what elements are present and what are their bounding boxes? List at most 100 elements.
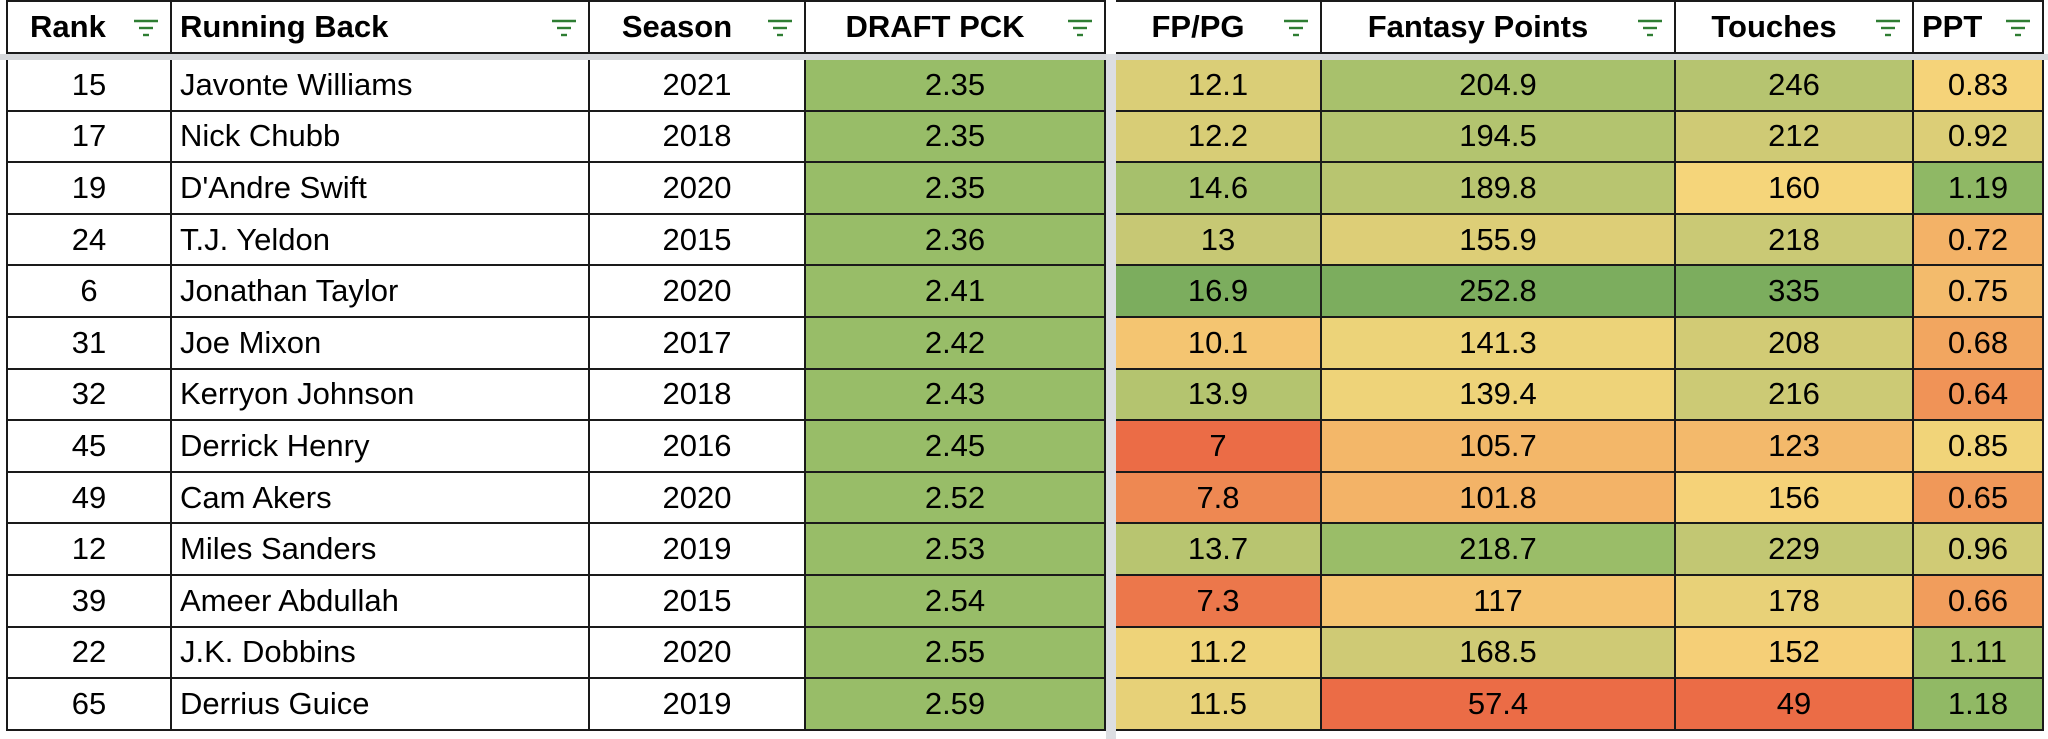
cell-running-back[interactable]: Kerryon Johnson <box>172 369 590 422</box>
cell-ppt[interactable]: 1.11 <box>1914 627 2044 680</box>
filter-icon[interactable] <box>766 18 794 38</box>
filter-icon[interactable] <box>1874 18 1902 38</box>
cell-touches[interactable]: 216 <box>1676 369 1914 422</box>
cell-rank[interactable]: 24 <box>6 214 172 267</box>
cell-rank[interactable]: 32 <box>6 369 172 422</box>
cell-fantasy-points[interactable]: 194.5 <box>1322 111 1676 164</box>
cell-running-back[interactable]: J.K. Dobbins <box>172 627 590 680</box>
cell-fantasy-points[interactable]: 139.4 <box>1322 369 1676 422</box>
cell-running-back[interactable]: Jonathan Taylor <box>172 266 590 318</box>
cell-touches[interactable]: 218 <box>1676 214 1914 267</box>
cell-draft-pck[interactable]: 2.35 <box>806 111 1106 164</box>
cell-touches[interactable]: 156 <box>1676 472 1914 525</box>
cell-touches[interactable]: 246 <box>1676 60 1914 112</box>
cell-rank[interactable]: 45 <box>6 421 172 473</box>
cell-touches[interactable]: 160 <box>1676 163 1914 215</box>
cell-draft-pck[interactable]: 2.45 <box>806 421 1106 473</box>
cell-season[interactable]: 2020 <box>590 266 806 318</box>
filter-icon[interactable] <box>1282 18 1310 38</box>
cell-season[interactable]: 2015 <box>590 214 806 267</box>
cell-fantasy-points[interactable]: 57.4 <box>1322 679 1676 731</box>
cell-season[interactable]: 2018 <box>590 111 806 164</box>
cell-ppt[interactable]: 0.65 <box>1914 472 2044 525</box>
cell-ppt[interactable]: 0.68 <box>1914 318 2044 370</box>
cell-season[interactable]: 2020 <box>590 472 806 525</box>
cell-touches[interactable]: 212 <box>1676 111 1914 164</box>
cell-season[interactable]: 2017 <box>590 318 806 370</box>
cell-ppt[interactable]: 0.83 <box>1914 60 2044 112</box>
cell-fantasy-points[interactable]: 117 <box>1322 576 1676 628</box>
cell-fppg[interactable]: 16.9 <box>1116 266 1322 318</box>
cell-draft-pck[interactable]: 2.35 <box>806 163 1106 215</box>
cell-season[interactable]: 2015 <box>590 576 806 628</box>
cell-draft-pck[interactable]: 2.35 <box>806 60 1106 112</box>
cell-draft-pck[interactable]: 2.43 <box>806 369 1106 422</box>
cell-running-back[interactable]: Ameer Abdullah <box>172 576 590 628</box>
cell-running-back[interactable]: Javonte Williams <box>172 60 590 112</box>
cell-fppg[interactable]: 12.2 <box>1116 111 1322 164</box>
filter-icon[interactable] <box>2004 18 2032 38</box>
cell-touches[interactable]: 229 <box>1676 524 1914 576</box>
cell-season[interactable]: 2018 <box>590 369 806 422</box>
cell-fantasy-points[interactable]: 101.8 <box>1322 472 1676 525</box>
cell-fantasy-points[interactable]: 204.9 <box>1322 60 1676 112</box>
cell-touches[interactable]: 208 <box>1676 318 1914 370</box>
column-header-ppt[interactable]: PPT <box>1914 0 2044 54</box>
cell-fppg[interactable]: 13.7 <box>1116 524 1322 576</box>
cell-fppg[interactable]: 11.2 <box>1116 627 1322 680</box>
cell-touches[interactable]: 123 <box>1676 421 1914 473</box>
cell-season[interactable]: 2019 <box>590 679 806 731</box>
cell-ppt[interactable]: 0.96 <box>1914 524 2044 576</box>
cell-draft-pck[interactable]: 2.42 <box>806 318 1106 370</box>
cell-fppg[interactable]: 13.9 <box>1116 369 1322 422</box>
cell-draft-pck[interactable]: 2.59 <box>806 679 1106 731</box>
cell-ppt[interactable]: 0.66 <box>1914 576 2044 628</box>
column-header-running-back[interactable]: Running Back <box>172 0 590 54</box>
cell-season[interactable]: 2021 <box>590 60 806 112</box>
filter-icon[interactable] <box>132 18 160 38</box>
filter-icon[interactable] <box>1636 18 1664 38</box>
cell-rank[interactable]: 6 <box>6 266 172 318</box>
cell-rank[interactable]: 17 <box>6 111 172 164</box>
cell-fantasy-points[interactable]: 168.5 <box>1322 627 1676 680</box>
cell-running-back[interactable]: Derrick Henry <box>172 421 590 473</box>
column-header-fppg[interactable]: FP/PG <box>1116 0 1322 54</box>
cell-rank[interactable]: 31 <box>6 318 172 370</box>
cell-fantasy-points[interactable]: 155.9 <box>1322 214 1676 267</box>
cell-fppg[interactable]: 13 <box>1116 214 1322 267</box>
column-header-rank[interactable]: Rank <box>6 0 172 54</box>
cell-running-back[interactable]: Cam Akers <box>172 472 590 525</box>
cell-fantasy-points[interactable]: 141.3 <box>1322 318 1676 370</box>
cell-fppg[interactable]: 7.3 <box>1116 576 1322 628</box>
filter-icon[interactable] <box>1066 18 1094 38</box>
cell-rank[interactable]: 15 <box>6 60 172 112</box>
cell-fppg[interactable]: 7 <box>1116 421 1322 473</box>
cell-touches[interactable]: 49 <box>1676 679 1914 731</box>
cell-ppt[interactable]: 0.64 <box>1914 369 2044 422</box>
cell-fppg[interactable]: 7.8 <box>1116 472 1322 525</box>
cell-rank[interactable]: 49 <box>6 472 172 525</box>
cell-season[interactable]: 2020 <box>590 163 806 215</box>
cell-running-back[interactable]: D'Andre Swift <box>172 163 590 215</box>
cell-rank[interactable]: 22 <box>6 627 172 680</box>
cell-ppt[interactable]: 0.85 <box>1914 421 2044 473</box>
cell-running-back[interactable]: Miles Sanders <box>172 524 590 576</box>
cell-running-back[interactable]: Nick Chubb <box>172 111 590 164</box>
cell-ppt[interactable]: 0.75 <box>1914 266 2044 318</box>
cell-rank[interactable]: 39 <box>6 576 172 628</box>
cell-touches[interactable]: 152 <box>1676 627 1914 680</box>
column-header-season[interactable]: Season <box>590 0 806 54</box>
cell-rank[interactable]: 12 <box>6 524 172 576</box>
column-header-fantasy-points[interactable]: Fantasy Points <box>1322 0 1676 54</box>
cell-season[interactable]: 2019 <box>590 524 806 576</box>
cell-draft-pck[interactable]: 2.54 <box>806 576 1106 628</box>
frozen-column-divider[interactable] <box>1106 0 1116 739</box>
cell-ppt[interactable]: 1.18 <box>1914 679 2044 731</box>
cell-running-back[interactable]: T.J. Yeldon <box>172 214 590 267</box>
cell-fppg[interactable]: 10.1 <box>1116 318 1322 370</box>
cell-fantasy-points[interactable]: 105.7 <box>1322 421 1676 473</box>
cell-rank[interactable]: 19 <box>6 163 172 215</box>
cell-fppg[interactable]: 11.5 <box>1116 679 1322 731</box>
cell-ppt[interactable]: 1.19 <box>1914 163 2044 215</box>
cell-fppg[interactable]: 12.1 <box>1116 60 1322 112</box>
